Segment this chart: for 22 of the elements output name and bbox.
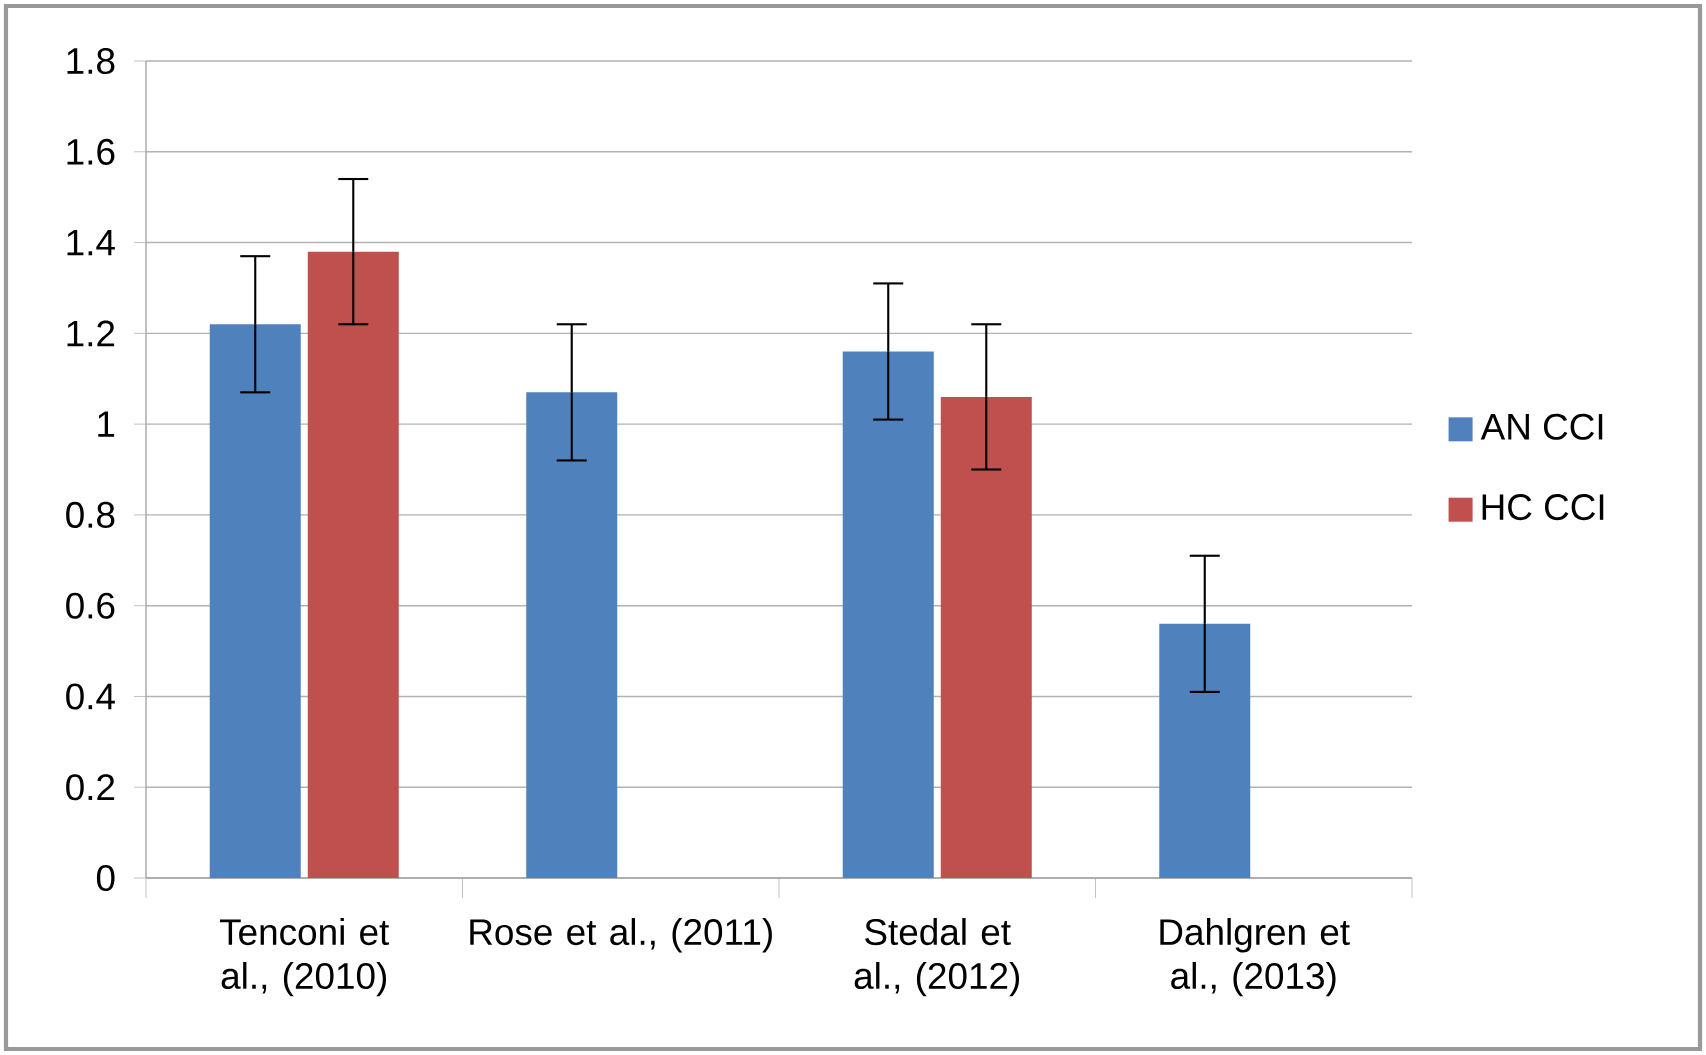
y-tick-label: 1: [98, 411, 115, 437]
legend-label: HC CCI: [1482, 494, 1604, 521]
x-tick-label: Dahlgren et al., (2013): [1160, 918, 1350, 997]
x-tick-label: Rose et al., (2011): [470, 918, 772, 953]
y-tick-label: 0.6: [66, 592, 115, 619]
bar: [940, 396, 1032, 879]
y-tick-label: 0.4: [66, 683, 115, 710]
y-tick-label: 1.6: [67, 138, 115, 165]
bar: [842, 351, 934, 879]
legend-label: AN CCI: [1480, 413, 1603, 440]
bar: [526, 392, 618, 879]
x-tick-label: Stedal et al., (2012): [854, 918, 1020, 997]
y-tick-label: 1.2: [67, 320, 115, 347]
bar: [1159, 623, 1251, 879]
y-tick-label: 0.8: [66, 501, 115, 528]
y-tick-label: 1.4: [67, 229, 115, 256]
y-tick-label: 1.8: [67, 47, 115, 75]
bar: [209, 324, 301, 879]
y-tick-label: 0: [96, 864, 115, 892]
y-tick-label: 0.2: [66, 774, 115, 801]
x-tick-label: Tenconi et al., (2010): [219, 918, 390, 997]
bar: [307, 251, 399, 879]
